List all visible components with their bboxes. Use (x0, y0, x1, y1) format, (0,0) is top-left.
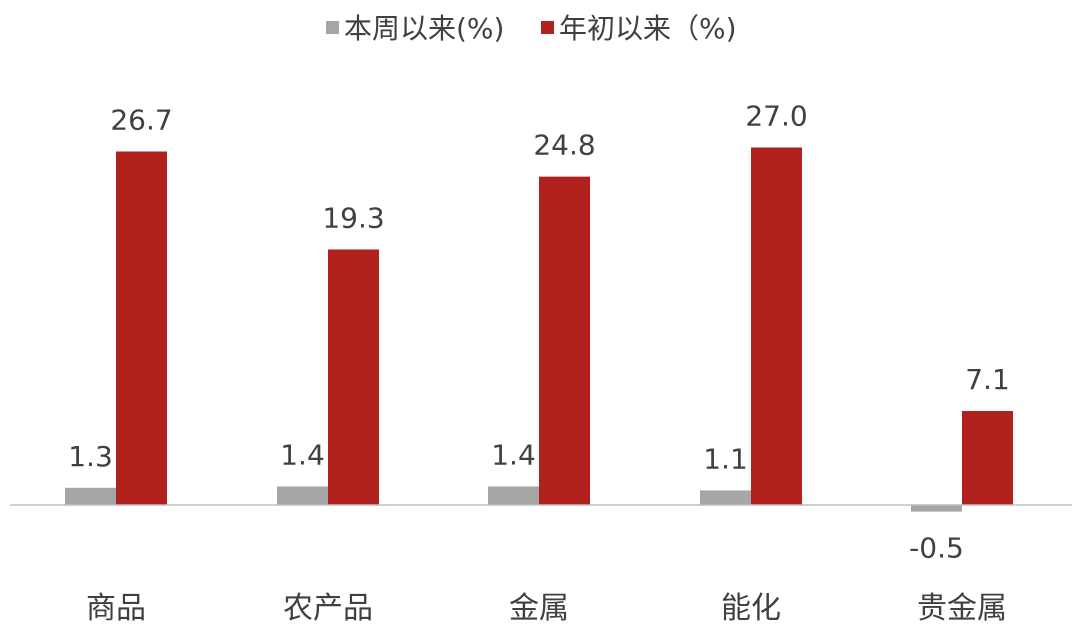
bar-ytd-3 (751, 147, 802, 505)
category-label-3: 能化 (721, 591, 781, 626)
bar-weekly-3 (700, 490, 751, 505)
legend-label-0: 本周以来(%) (344, 12, 504, 45)
category-label-1: 农产品 (283, 591, 373, 626)
data-label-ytd-3: 27.0 (745, 100, 807, 133)
data-label-ytd-4: 7.1 (965, 363, 1010, 396)
data-label-weekly-1: 1.4 (280, 438, 325, 471)
legend: 本周以来(%) 年初以来（%) (326, 12, 737, 45)
category-labels: 商品 农产品 金属 能化 贵金属 (86, 591, 1007, 626)
category-label-4: 贵金属 (917, 591, 1007, 626)
category-label-0: 商品 (86, 591, 146, 626)
bar-ytd-0 (116, 151, 167, 505)
category-label-2: 金属 (509, 591, 569, 626)
data-label-weekly-4: -0.5 (909, 532, 964, 565)
data-label-weekly-0: 1.3 (68, 440, 113, 473)
data-label-ytd-0: 26.7 (110, 103, 172, 136)
bar-weekly-0 (65, 487, 116, 505)
data-label-weekly-2: 1.4 (491, 438, 536, 471)
bar-ytd-4 (962, 410, 1013, 505)
bar-weekly-2 (488, 486, 539, 505)
data-labels: 1.3 26.7 1.4 19.3 1.4 24.8 1.1 27.0 -0.5 7.1 (68, 100, 1010, 565)
data-label-weekly-3: 1.1 (703, 442, 748, 475)
legend-label-1: 年初以来（%) (559, 12, 737, 45)
bar-weekly-1 (277, 486, 328, 505)
bars (65, 147, 1013, 512)
legend-swatch-1 (541, 21, 554, 34)
data-label-ytd-1: 19.3 (322, 201, 384, 234)
data-label-ytd-2: 24.8 (533, 129, 595, 162)
bar-ytd-1 (328, 249, 379, 505)
bar-weekly-4 (911, 505, 962, 512)
legend-swatch-0 (326, 21, 339, 34)
bar-ytd-2 (539, 176, 590, 505)
